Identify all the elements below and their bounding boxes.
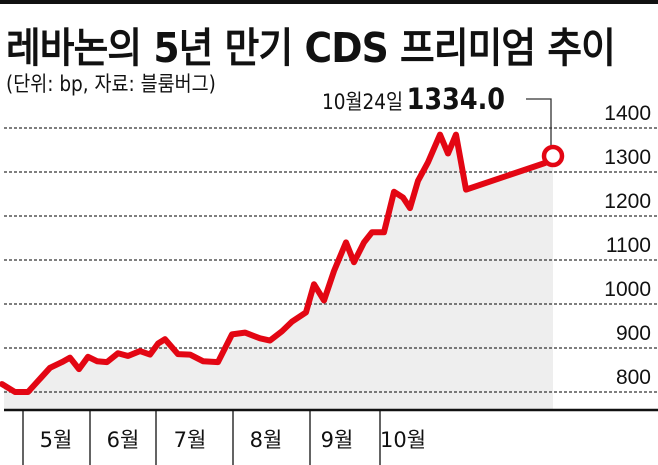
x-tick-label: 10월: [380, 428, 426, 452]
callout-value: 1334.0: [406, 82, 506, 116]
callout-date: 10월24일: [322, 90, 404, 114]
x-tick-label: 8월: [250, 428, 283, 452]
y-tick-label: 1300: [604, 146, 651, 169]
chart-subtitle: (단위: bp, 자료: 블룸버그): [6, 72, 216, 96]
x-tick-label: 5월: [40, 428, 73, 452]
x-tick-label: 7월: [174, 428, 207, 452]
y-tick-label: 900: [616, 322, 651, 345]
area-fill: [2, 134, 553, 410]
y-tick-label: 800: [616, 366, 651, 389]
y-tick-label: 1400: [604, 102, 651, 125]
x-tick-label: 9월: [321, 428, 354, 452]
gridlines: [4, 127, 658, 393]
x-axis-labels: 5월 6월 7월 8월 9월 10월: [22, 410, 426, 465]
y-tick-label: 1200: [604, 190, 651, 213]
x-tick-label: 6월: [107, 428, 140, 452]
chart-title: 레바논의 5년 만기 CDS 프리미엄 추이: [6, 24, 616, 72]
callout-leader-line: [526, 98, 552, 147]
y-axis-labels: 800 900 1000 1100 1200 1300 1400: [604, 102, 651, 389]
y-tick-label: 1000: [604, 278, 651, 301]
top-rule: [0, 0, 658, 4]
latest-point-marker: [541, 144, 565, 168]
latest-value-callout: 10월24일 1334.0: [322, 82, 505, 116]
cds-line-series: [0, 131, 548, 395]
y-tick-label: 1100: [606, 234, 651, 257]
